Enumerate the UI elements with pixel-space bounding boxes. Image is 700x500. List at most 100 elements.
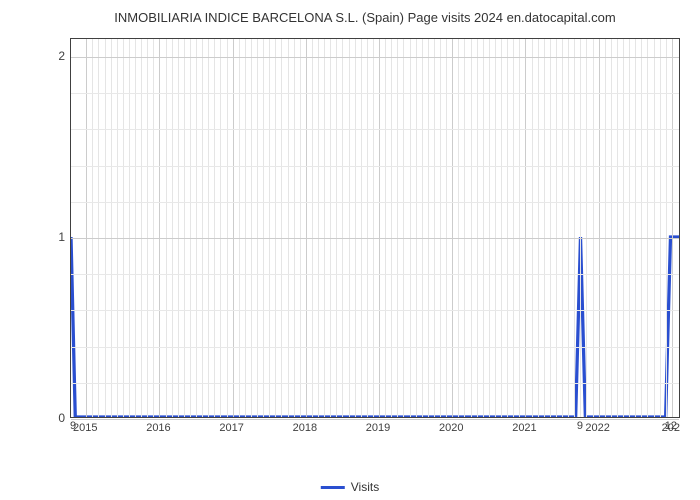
grid-line-vertical-minor [214, 39, 215, 417]
visits-line [71, 39, 679, 417]
grid-line-vertical-minor [513, 39, 514, 417]
grid-line-vertical [452, 39, 453, 417]
grid-line-vertical-minor [471, 39, 472, 417]
grid-line-vertical-minor [458, 39, 459, 417]
grid-line-vertical-minor [660, 39, 661, 417]
grid-line-vertical-minor [196, 39, 197, 417]
grid-line-vertical-minor [117, 39, 118, 417]
grid-line-vertical-minor [593, 39, 594, 417]
grid-line-vertical-minor [556, 39, 557, 417]
grid-line-vertical-minor [422, 39, 423, 417]
grid-line-vertical [233, 39, 234, 417]
y-axis-label: 1 [58, 230, 65, 244]
grid-line-vertical-minor [257, 39, 258, 417]
plot-area [70, 38, 680, 418]
grid-line-vertical-minor [166, 39, 167, 417]
grid-line-vertical-minor [641, 39, 642, 417]
grid-line-vertical-minor [178, 39, 179, 417]
point-value-label: 12 [665, 420, 677, 432]
grid-line-vertical-minor [269, 39, 270, 417]
grid-line-vertical-minor [294, 39, 295, 417]
grid-line-vertical-minor [123, 39, 124, 417]
grid-line-vertical-minor [208, 39, 209, 417]
grid-line-vertical-minor [245, 39, 246, 417]
grid-line-horizontal-minor [71, 383, 679, 384]
x-axis-label: 2017 [219, 422, 243, 434]
grid-line-vertical-minor [147, 39, 148, 417]
grid-line-vertical-minor [172, 39, 173, 417]
grid-line-vertical-minor [605, 39, 606, 417]
grid-line-horizontal [71, 419, 679, 420]
grid-line-vertical-minor [586, 39, 587, 417]
grid-line-vertical-minor [574, 39, 575, 417]
grid-line-vertical-minor [666, 39, 667, 417]
grid-line-horizontal-minor [71, 166, 679, 167]
grid-line-vertical-minor [129, 39, 130, 417]
grid-line-vertical-minor [275, 39, 276, 417]
x-axis-label: 2021 [512, 422, 536, 434]
grid-line-horizontal-minor [71, 129, 679, 130]
grid-line-vertical-minor [397, 39, 398, 417]
grid-line-vertical-minor [416, 39, 417, 417]
grid-line-vertical-minor [403, 39, 404, 417]
grid-line-vertical-minor [361, 39, 362, 417]
grid-line-vertical-minor [288, 39, 289, 417]
grid-line-vertical-minor [202, 39, 203, 417]
visits-polyline [71, 237, 679, 417]
grid-line-vertical [159, 39, 160, 417]
grid-line-vertical-minor [654, 39, 655, 417]
legend-swatch [321, 486, 345, 489]
grid-line-vertical-minor [434, 39, 435, 417]
grid-line-vertical-minor [184, 39, 185, 417]
grid-line-vertical-minor [153, 39, 154, 417]
grid-line-vertical-minor [611, 39, 612, 417]
grid-line-vertical [379, 39, 380, 417]
grid-line-vertical [86, 39, 87, 417]
grid-line-vertical-minor [135, 39, 136, 417]
grid-line-vertical-minor [385, 39, 386, 417]
grid-line-horizontal-minor [71, 202, 679, 203]
grid-line-vertical-minor [647, 39, 648, 417]
grid-line-vertical [599, 39, 600, 417]
grid-line-vertical-minor [568, 39, 569, 417]
legend-label: Visits [351, 480, 379, 494]
grid-line-horizontal [71, 57, 679, 58]
grid-line-vertical [672, 39, 673, 417]
grid-line-vertical-minor [623, 39, 624, 417]
grid-line-vertical-minor [281, 39, 282, 417]
grid-line-vertical-minor [251, 39, 252, 417]
grid-line-vertical-minor [263, 39, 264, 417]
grid-line-vertical-minor [111, 39, 112, 417]
grid-line-vertical-minor [92, 39, 93, 417]
grid-line-horizontal-minor [71, 310, 679, 311]
grid-line-vertical-minor [428, 39, 429, 417]
grid-line-vertical-minor [312, 39, 313, 417]
grid-line-vertical-minor [501, 39, 502, 417]
grid-line-vertical-minor [562, 39, 563, 417]
grid-line-vertical-minor [550, 39, 551, 417]
grid-line-vertical-minor [300, 39, 301, 417]
grid-line-vertical-minor [507, 39, 508, 417]
grid-line-horizontal-minor [71, 347, 679, 348]
grid-line-vertical-minor [105, 39, 106, 417]
x-axis-label: 2016 [146, 422, 170, 434]
grid-line-vertical-minor [336, 39, 337, 417]
grid-line-vertical-minor [532, 39, 533, 417]
y-axis-label: 2 [58, 49, 65, 63]
x-axis-label: 2015 [73, 422, 97, 434]
y-axis-label: 0 [58, 411, 65, 425]
grid-line-vertical-minor [483, 39, 484, 417]
grid-line-vertical-minor [349, 39, 350, 417]
x-axis-label: 2020 [439, 422, 463, 434]
grid-line-vertical-minor [489, 39, 490, 417]
x-axis-label: 2019 [366, 422, 390, 434]
grid-line-vertical-minor [495, 39, 496, 417]
grid-line-vertical-minor [330, 39, 331, 417]
grid-line-vertical-minor [98, 39, 99, 417]
grid-line-vertical-minor [391, 39, 392, 417]
grid-line-horizontal [71, 238, 679, 239]
x-axis-label: 2022 [585, 422, 609, 434]
chart-container: INMOBILIARIA INDICE BARCELONA S.L. (Spai… [50, 10, 680, 440]
grid-line-vertical [525, 39, 526, 417]
grid-line-vertical-minor [617, 39, 618, 417]
